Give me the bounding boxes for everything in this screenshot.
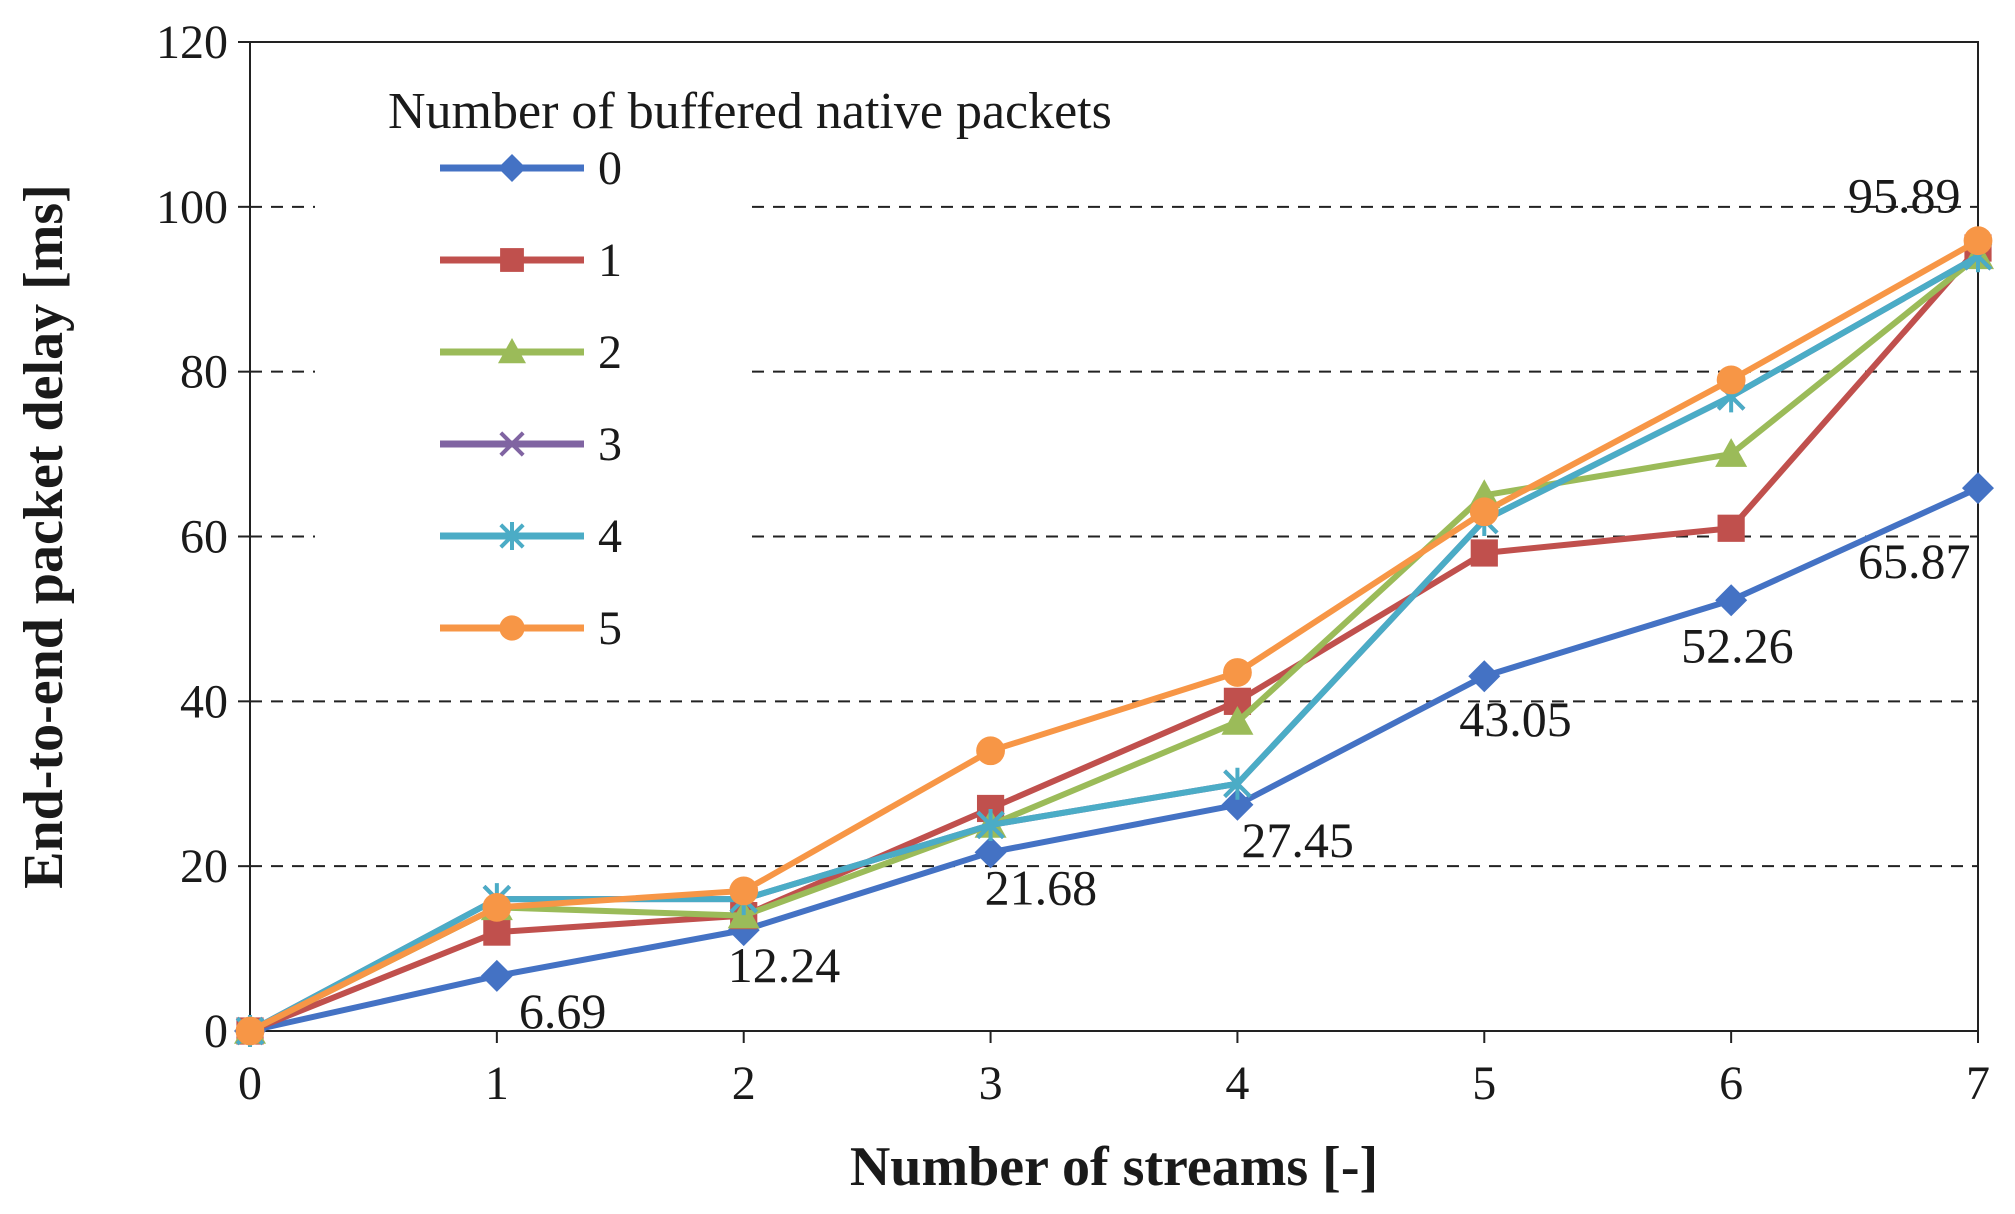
legend-item-4: 4 — [440, 510, 622, 563]
y-tick-label: 0 — [204, 1005, 228, 1058]
x-tick-label: 1 — [485, 1057, 509, 1110]
data-point — [499, 522, 525, 550]
data-point — [480, 959, 513, 992]
data-point — [1223, 658, 1252, 687]
data-point — [729, 876, 759, 906]
data-point — [1962, 472, 1994, 505]
legend-label: 0 — [598, 142, 622, 195]
series-line-2 — [248, 253, 1980, 1034]
series-line-0 — [249, 485, 1980, 1034]
data-point — [500, 248, 524, 272]
data-point — [483, 918, 511, 946]
data-point — [499, 431, 525, 457]
data-point — [1221, 705, 1254, 735]
data-label: 65.87 — [1858, 533, 1971, 589]
series-line-5 — [248, 238, 1980, 1034]
data-point — [1717, 514, 1745, 542]
y-tick-label: 20 — [180, 840, 228, 893]
x-axis-title: Number of streams [-] — [850, 1136, 1378, 1198]
y-tick-label: 100 — [156, 181, 228, 234]
y-tick-label: 60 — [180, 511, 228, 564]
legend-title: Number of buffered native packets — [388, 83, 1112, 140]
legend-item-5: 5 — [440, 602, 622, 655]
data-point — [976, 736, 1005, 766]
legend-label: 1 — [598, 234, 622, 287]
data-point — [1223, 767, 1252, 800]
x-tick-label: 5 — [1472, 1057, 1496, 1110]
data-label: 43.05 — [1459, 691, 1572, 747]
x-tick-label: 7 — [1966, 1057, 1990, 1110]
y-tick-label: 40 — [180, 675, 228, 728]
data-point — [498, 154, 526, 182]
legend-label: 2 — [598, 326, 622, 379]
legend-item-2: 2 — [440, 326, 622, 379]
data-label: 12.24 — [728, 937, 841, 993]
data-label: 52.26 — [1681, 617, 1794, 673]
legend-label: 4 — [598, 510, 622, 563]
grid-lines — [250, 205, 1978, 868]
data-label: 27.45 — [1241, 812, 1354, 868]
data-label: 6.69 — [519, 983, 607, 1039]
series-line-1 — [248, 246, 1981, 1034]
data-point — [1716, 365, 1746, 395]
legend-item-3: 3 — [440, 418, 622, 471]
series-lines — [234, 226, 1994, 1047]
x-tick-label: 0 — [238, 1057, 262, 1110]
legend-label: 5 — [598, 602, 622, 655]
data-point — [482, 892, 512, 922]
x-tick-label: 2 — [732, 1057, 756, 1110]
data-point — [974, 836, 1007, 869]
data-point — [235, 1016, 265, 1046]
series-0 — [234, 472, 1994, 1047]
x-tick-label: 4 — [1225, 1057, 1249, 1110]
data-point — [976, 808, 1005, 841]
data-point — [1221, 788, 1254, 821]
data-label: 95.89 — [1848, 168, 1961, 224]
series-5 — [235, 226, 1993, 1046]
y-tick-label: 120 — [156, 16, 228, 69]
x-tick-label: 3 — [979, 1057, 1003, 1110]
data-point — [1468, 660, 1501, 693]
x-tick-label: 6 — [1719, 1057, 1743, 1110]
data-point — [498, 338, 526, 364]
legend-item-1: 1 — [440, 234, 622, 287]
data-point — [499, 615, 525, 641]
y-axis-title: End-to-end packet delay [ms] — [13, 184, 75, 889]
y-tick-label: 80 — [180, 346, 228, 399]
data-labels: 6.69 12.24 21.68 27.45 43.05 52.26 65.87 95.89 — [519, 168, 1971, 1039]
data-label: 21.68 — [985, 859, 1098, 915]
data-point — [1715, 584, 1748, 617]
legend-label: 3 — [598, 418, 622, 471]
data-point — [1469, 497, 1499, 527]
data-point — [1470, 539, 1498, 567]
data-point — [1715, 438, 1748, 467]
legend-item-0: 0 — [440, 142, 622, 195]
data-point — [1963, 226, 1993, 256]
series-line-4 — [248, 253, 1980, 1034]
